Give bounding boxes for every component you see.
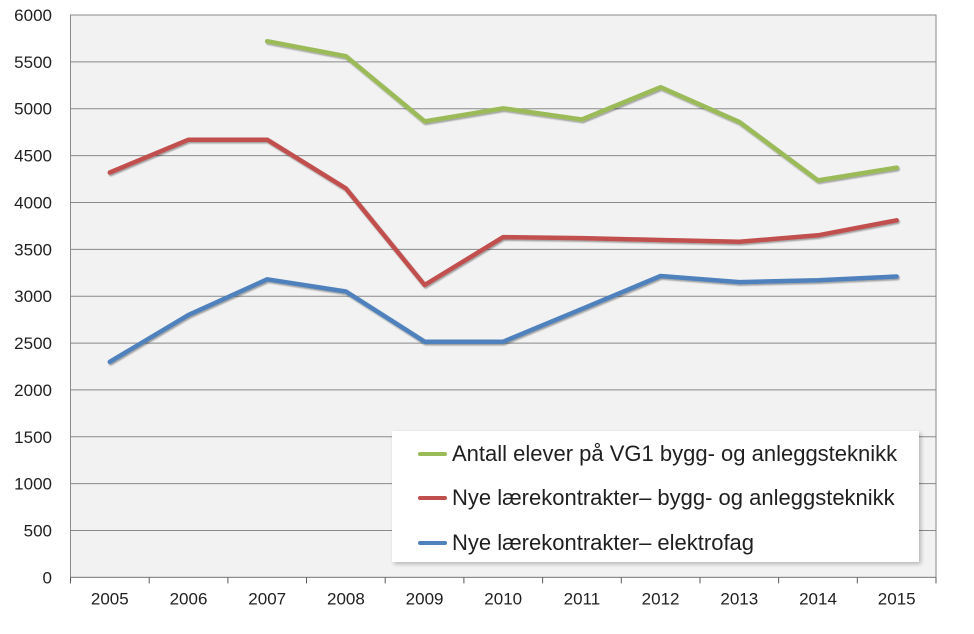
svg-text:2006: 2006 — [170, 589, 208, 608]
svg-text:2010: 2010 — [484, 589, 522, 608]
svg-text:2000: 2000 — [14, 381, 52, 400]
svg-text:4000: 4000 — [14, 194, 52, 213]
svg-text:2013: 2013 — [720, 589, 758, 608]
svg-text:1000: 1000 — [14, 475, 52, 494]
svg-text:2500: 2500 — [14, 334, 52, 353]
svg-text:1500: 1500 — [14, 428, 52, 447]
svg-text:2015: 2015 — [878, 589, 916, 608]
svg-text:2009: 2009 — [406, 589, 444, 608]
svg-text:2008: 2008 — [327, 589, 365, 608]
svg-text:2014: 2014 — [799, 589, 837, 608]
svg-text:2005: 2005 — [91, 589, 129, 608]
svg-text:2007: 2007 — [248, 589, 286, 608]
svg-text:3500: 3500 — [14, 240, 52, 259]
svg-text:2012: 2012 — [642, 589, 680, 608]
svg-text:3000: 3000 — [14, 287, 52, 306]
svg-text:6000: 6000 — [14, 6, 52, 25]
svg-text:5500: 5500 — [14, 53, 52, 72]
svg-text:5000: 5000 — [14, 100, 52, 119]
svg-text:2011: 2011 — [564, 589, 601, 608]
svg-text:500: 500 — [24, 522, 52, 541]
svg-text:0: 0 — [43, 568, 52, 587]
svg-text:4500: 4500 — [14, 147, 52, 166]
